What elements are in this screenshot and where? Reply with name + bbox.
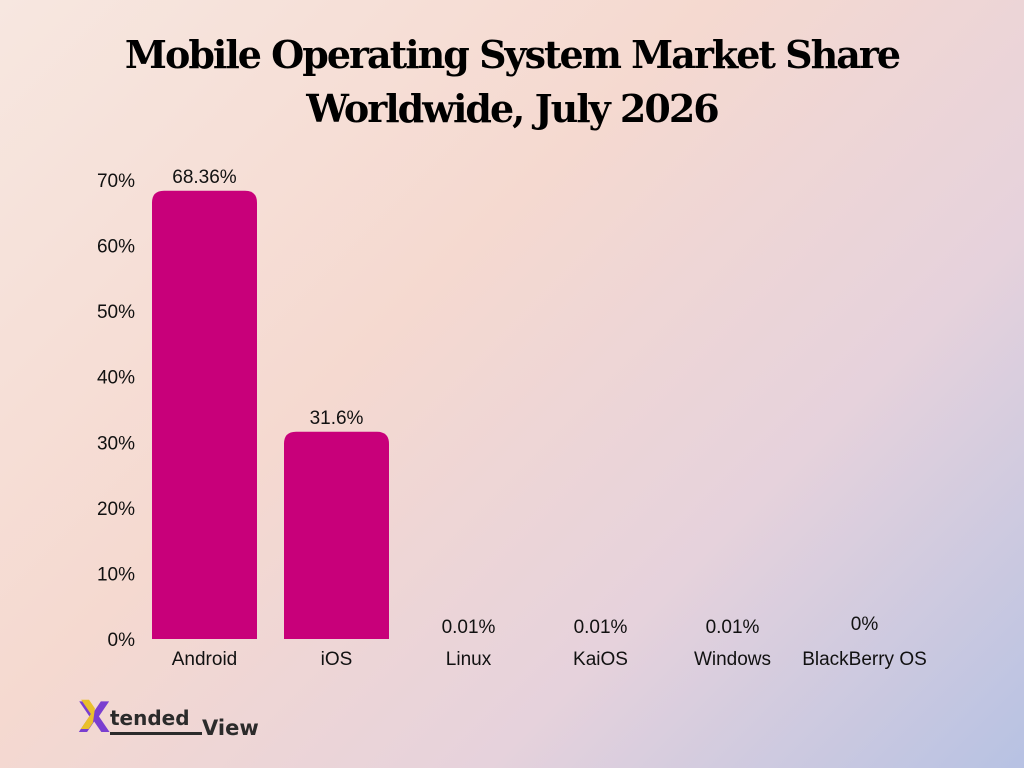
brand-logo: X X tended View: [78, 694, 278, 744]
bar: [284, 431, 389, 639]
data-label: 0%: [851, 614, 879, 635]
logo-underline: [110, 732, 202, 735]
data-label: 31.6%: [310, 408, 364, 429]
x-tick-label: Windows: [694, 649, 771, 670]
data-label: 0.01%: [574, 617, 628, 638]
y-tick-label: 40%: [97, 368, 135, 389]
chart-title-line-2: Worldwide, July 2026: [306, 86, 719, 131]
y-tick-label: 20%: [97, 499, 135, 520]
data-label: 0.01%: [706, 617, 760, 638]
chart-title: Mobile Operating System Market Share Wor…: [0, 28, 1024, 136]
x-tick-label: BlackBerry OS: [802, 649, 927, 670]
y-tick-label: 70%: [97, 171, 135, 192]
x-tick-label: Android: [172, 649, 238, 670]
logo-text-view: View: [202, 716, 259, 740]
y-tick-label: 60%: [97, 237, 135, 258]
bar: [152, 190, 257, 639]
logo-x-mark: X: [78, 693, 111, 742]
logo-text-tended: tended: [110, 706, 190, 730]
x-tick-label: KaiOS: [573, 649, 628, 670]
chart-title-line-1: Mobile Operating System Market Share: [124, 32, 901, 77]
data-label: 0.01%: [442, 617, 496, 638]
y-tick-label: 10%: [97, 564, 135, 585]
y-tick-label: 30%: [97, 433, 135, 454]
y-tick-label: 50%: [97, 302, 135, 323]
data-label: 68.36%: [172, 167, 237, 188]
y-tick-label: 0%: [108, 630, 136, 651]
x-tick-label: Linux: [446, 649, 492, 670]
x-tick-label: iOS: [321, 649, 353, 670]
